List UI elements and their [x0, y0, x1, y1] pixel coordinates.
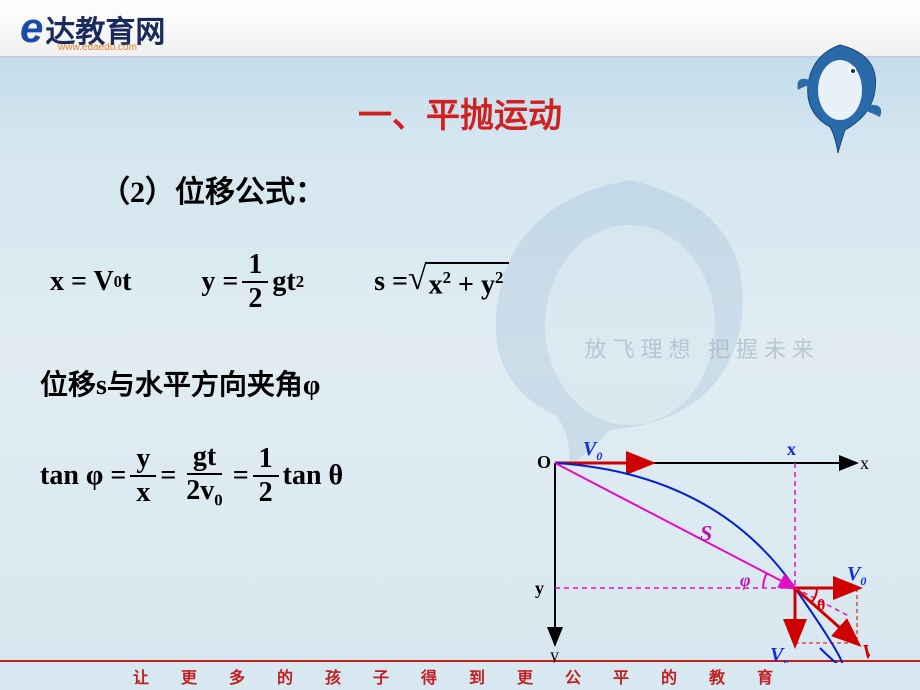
svg-text:V: V — [862, 641, 870, 663]
formulas-row: x = V0t y = 1 2 gt2 s = √ x2 + y2 — [40, 251, 880, 313]
formula-s: s = √ x2 + y2 — [374, 262, 509, 301]
svg-text:S: S — [700, 521, 712, 546]
sqrt: √ x2 + y2 — [408, 262, 509, 301]
slide-title: 一、平抛运动 — [40, 88, 880, 137]
svg-text:θ: θ — [817, 597, 825, 614]
logo-mark: e — [20, 4, 43, 52]
svg-text:y: y — [535, 578, 544, 598]
svg-text:O: O — [537, 452, 551, 472]
formula-tan: tan φ = y x = gt 2v0 = 1 2 tan θ — [40, 443, 343, 509]
svg-text:x: x — [787, 439, 796, 459]
bottom-row: tan φ = y x = gt 2v0 = 1 2 tan θ Ox y V0 Sx… — [40, 433, 880, 663]
logo-url: www.edaedu.com — [58, 42, 137, 53]
svg-text:y: y — [550, 645, 559, 663]
formula-x: x = V0t — [50, 266, 131, 298]
projectile-diagram: Ox y V0 Sx y V0 Vy Vφ θ — [515, 433, 870, 663]
svg-text:Vy: Vy — [770, 644, 789, 663]
svg-text:x: x — [860, 453, 869, 473]
svg-text:φ: φ — [740, 570, 751, 590]
angle-description: 位移s与水平方向夹角φ — [40, 363, 880, 403]
dolphin-mascot-icon — [790, 35, 890, 155]
svg-text:V0: V0 — [847, 563, 866, 588]
fraction: 1 2 — [242, 251, 268, 313]
header-bar: e 达教育网 www.edaedu.com — [0, 0, 920, 58]
formula-y: y = 1 2 gt2 — [201, 251, 304, 313]
slide-subtitle: （2）位移公式： — [100, 167, 880, 211]
slide-content: 一、平抛运动 （2）位移公式： x = V0t y = 1 2 gt2 s = … — [0, 58, 920, 683]
svg-text:V0: V0 — [583, 438, 602, 463]
